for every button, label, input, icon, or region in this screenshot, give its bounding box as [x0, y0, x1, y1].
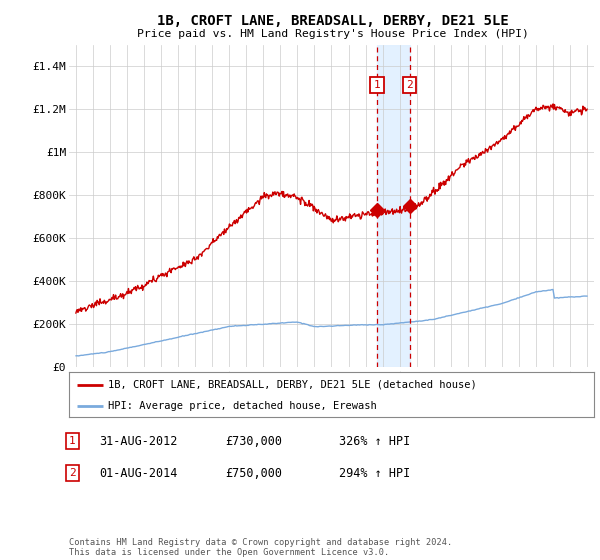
- Text: 294% ↑ HPI: 294% ↑ HPI: [339, 466, 410, 480]
- Text: 1: 1: [374, 80, 380, 90]
- Text: 1: 1: [69, 436, 76, 446]
- Text: 01-AUG-2014: 01-AUG-2014: [99, 466, 178, 480]
- Text: HPI: Average price, detached house, Erewash: HPI: Average price, detached house, Erew…: [109, 401, 377, 411]
- Text: 1B, CROFT LANE, BREADSALL, DERBY, DE21 5LE: 1B, CROFT LANE, BREADSALL, DERBY, DE21 5…: [157, 14, 509, 28]
- Text: 31-AUG-2012: 31-AUG-2012: [99, 435, 178, 448]
- Bar: [377, 45, 410, 367]
- Text: 2: 2: [69, 468, 76, 478]
- Text: £730,000: £730,000: [225, 435, 282, 448]
- Text: 2: 2: [406, 80, 413, 90]
- Text: 1B, CROFT LANE, BREADSALL, DERBY, DE21 5LE (detached house): 1B, CROFT LANE, BREADSALL, DERBY, DE21 5…: [109, 380, 477, 390]
- Text: £750,000: £750,000: [225, 466, 282, 480]
- Text: Price paid vs. HM Land Registry's House Price Index (HPI): Price paid vs. HM Land Registry's House …: [137, 29, 529, 39]
- Text: 326% ↑ HPI: 326% ↑ HPI: [339, 435, 410, 448]
- Text: Contains HM Land Registry data © Crown copyright and database right 2024.
This d: Contains HM Land Registry data © Crown c…: [69, 538, 452, 557]
